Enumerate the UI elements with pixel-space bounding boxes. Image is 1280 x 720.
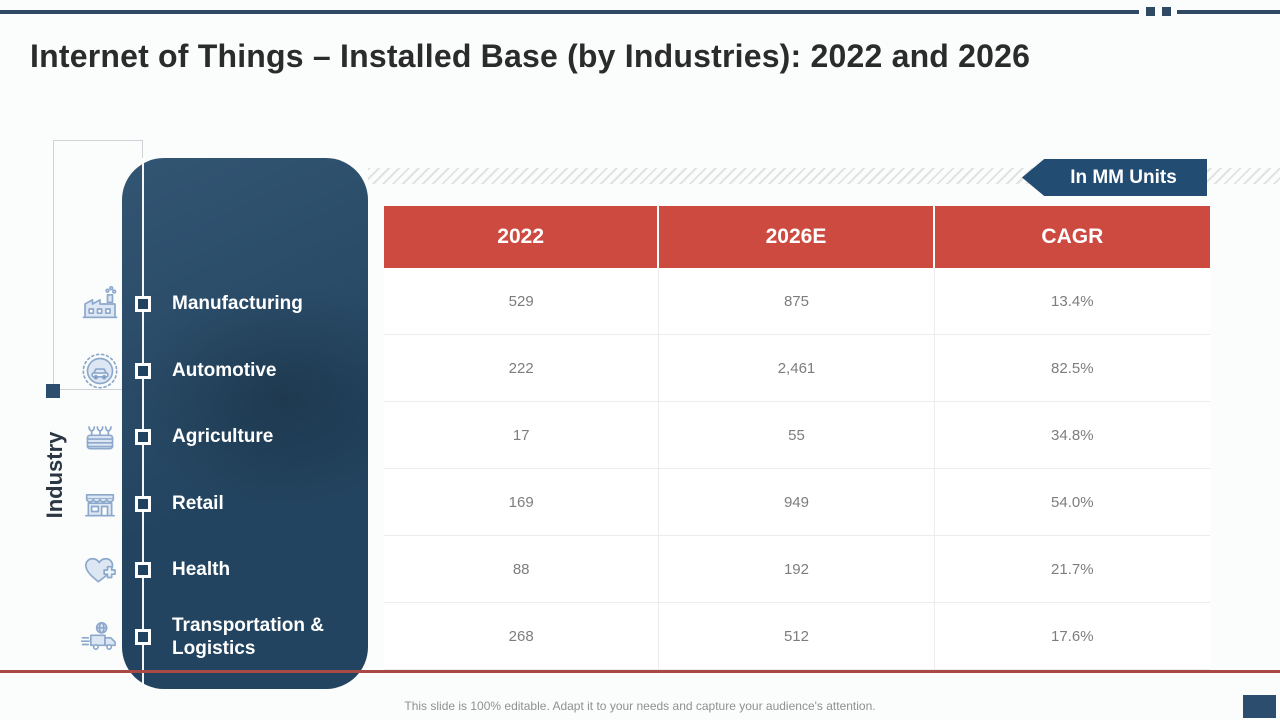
- table-row: 529 875 13.4%: [384, 268, 1210, 335]
- footer-note: This slide is 100% editable. Adapt it to…: [404, 699, 876, 713]
- top-accent-line: [0, 10, 1280, 14]
- table-row: 169 949 54.0%: [384, 469, 1210, 536]
- industry-label-retail: Retail: [172, 493, 224, 514]
- column-header-cagr: CAGR: [1041, 225, 1104, 248]
- bullet-square-icon: [135, 562, 151, 578]
- cell-cagr: 82.5%: [1051, 359, 1094, 377]
- top-accent-square: [1146, 7, 1155, 16]
- cell-2022: 529: [384, 268, 660, 334]
- industry-label-health: Health: [172, 559, 231, 580]
- cell-2026e: 949: [659, 469, 935, 535]
- table-row: 268 512 17.6%: [384, 603, 1210, 670]
- industries-panel: [122, 158, 368, 689]
- transportation-icon: [80, 617, 120, 657]
- top-accent-square: [1162, 7, 1171, 16]
- column-header-2026e: 2026E: [659, 206, 935, 268]
- table-row: 17 55 34.8%: [384, 402, 1210, 469]
- industry-axis-label: Industry: [42, 431, 67, 519]
- cell-cagr: 13.4%: [1051, 292, 1094, 310]
- page-title: Internet of Things – Installed Base (by …: [30, 38, 1031, 74]
- bullet-square-icon: [135, 296, 151, 312]
- table-row: 222 2,461 82.5%: [384, 335, 1210, 402]
- bottom-divider-line: [0, 670, 1280, 673]
- units-badge-label: In MM Units: [1070, 166, 1177, 188]
- retail-icon: [80, 484, 120, 524]
- bottom-corner-square: [1243, 695, 1276, 718]
- bullet-square-icon: [135, 363, 151, 379]
- bullet-square-icon: [135, 629, 151, 645]
- cell-2026e: 192: [659, 536, 935, 602]
- data-table: 2022 2026E CAGR 529 875 13.4% 222 2,461 …: [384, 206, 1210, 670]
- units-badge: In MM Units: [1022, 159, 1207, 196]
- cell-cagr: 17.6%: [1051, 627, 1094, 645]
- bullet-square-icon: [135, 429, 151, 445]
- cell-2022: 222: [384, 335, 660, 401]
- health-icon: [80, 550, 120, 590]
- cell-2022: 169: [384, 469, 660, 535]
- cell-2026e: 55: [659, 402, 935, 468]
- table-row: 88 192 21.7%: [384, 536, 1210, 603]
- automotive-icon: [80, 351, 120, 391]
- cell-cagr: 54.0%: [1051, 493, 1094, 511]
- bullet-square-icon: [135, 496, 151, 512]
- table-header-row: 2022 2026E CAGR: [384, 206, 1210, 268]
- agriculture-icon: [80, 417, 120, 457]
- panel-connector-line: [142, 158, 144, 689]
- cell-cagr: 34.8%: [1051, 426, 1094, 444]
- cell-2022: 88: [384, 536, 660, 602]
- industry-label-agriculture: Agriculture: [172, 426, 274, 447]
- industry-label-manufacturing: Manufacturing: [172, 293, 303, 314]
- industry-label-automotive: Automotive: [172, 360, 277, 381]
- cell-2026e: 2,461: [659, 335, 935, 401]
- top-accent-line-gap: [1139, 5, 1177, 19]
- industry-label-transportation: Transportation & Logistics: [172, 615, 325, 660]
- cell-2022: 17: [384, 402, 660, 468]
- column-header-2022: 2022: [384, 206, 660, 268]
- cell-2026e: 875: [659, 268, 935, 334]
- cell-2022: 268: [384, 603, 660, 669]
- cell-2026e: 512: [659, 603, 935, 669]
- manufacturing-icon: [80, 284, 120, 324]
- guide-corner-square: [46, 384, 60, 398]
- cell-cagr: 21.7%: [1051, 560, 1094, 578]
